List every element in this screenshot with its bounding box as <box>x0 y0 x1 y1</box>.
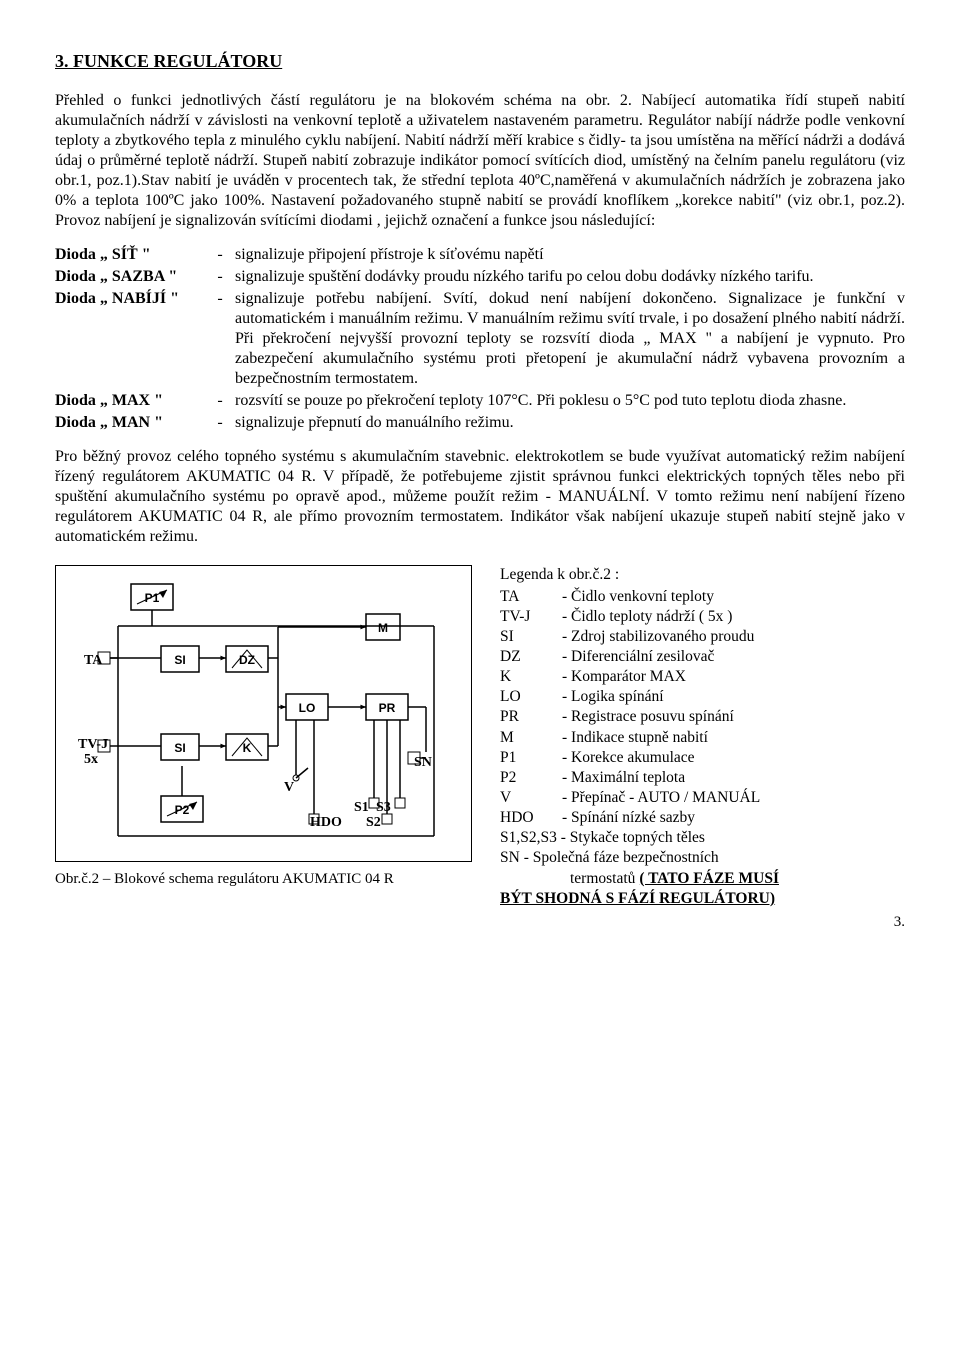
legend-key: LO <box>500 687 562 707</box>
svg-text:LO: LO <box>299 701 316 715</box>
diode-desc: signalizuje potřebu nabíjení. Svítí, dok… <box>235 289 905 389</box>
legend-key: M <box>500 728 562 748</box>
paragraph-2: Pro běžný provoz celého topného systému … <box>55 447 905 547</box>
legend-value: - Čidlo teploty nádrží ( 5x ) <box>562 607 905 627</box>
diode-definitions: Dioda „ SÍŤ " - signalizuje připojení př… <box>55 245 905 433</box>
svg-text:M: M <box>378 621 388 635</box>
legend-row: DZ- Diferenciální zesilovač <box>500 647 905 667</box>
diode-desc: rozsvítí se pouze po překročení teploty … <box>235 391 905 411</box>
legend-tail: BÝT SHODNÁ S FÁZÍ REGULÁTORU) <box>500 889 905 909</box>
diode-row: Dioda „ MAN " - signalizuje přepnutí do … <box>55 413 905 433</box>
diagram-column: P1 SI DZ M LO PR SI K P2 TA TV-J5x V HDO S1 S3S2 SN Obr… <box>55 565 472 889</box>
diode-name: Dioda „ SÍŤ " <box>55 245 205 265</box>
legend-value: - Registrace posuvu spínání <box>562 707 905 727</box>
svg-text:SI: SI <box>174 741 185 755</box>
legend-tail: termostatů ( TATO FÁZE MUSÍ <box>500 869 905 889</box>
legend-key: K <box>500 667 562 687</box>
svg-text:SN: SN <box>414 755 432 770</box>
section-heading: 3. FUNKCE REGULÁTORU <box>55 50 905 73</box>
svg-text:V: V <box>284 780 294 795</box>
paragraph-1: Přehled o funkci jednotlivých částí regu… <box>55 91 905 231</box>
legend-key: SI <box>500 627 562 647</box>
diode-desc: signalizuje připojení přístroje k síťové… <box>235 245 905 265</box>
diode-row: Dioda „ SAZBA " - signalizuje spuštění d… <box>55 267 905 287</box>
diode-row: Dioda „ SÍŤ " - signalizuje připojení př… <box>55 245 905 265</box>
legend-key: DZ <box>500 647 562 667</box>
legend-key: P2 <box>500 768 562 788</box>
legend-value: - Maximální teplota <box>562 768 905 788</box>
dash: - <box>205 413 235 433</box>
svg-text:TV-J: TV-J <box>78 737 108 752</box>
legend-key: P1 <box>500 748 562 768</box>
legend-row: PR- Registrace posuvu spínání <box>500 707 905 727</box>
diode-name: Dioda „ SAZBA " <box>55 267 205 287</box>
diode-row: Dioda „ NABÍJÍ " - signalizuje potřebu n… <box>55 289 905 389</box>
page-number: 3. <box>500 913 905 933</box>
legend-row: TA- Čidlo venkovní teploty <box>500 587 905 607</box>
legend-value: - Přepínač - AUTO / MANUÁL <box>562 788 905 808</box>
svg-text:P1: P1 <box>145 591 160 605</box>
legend-row: P2- Maximální teplota <box>500 768 905 788</box>
legend-key: TV-J <box>500 607 562 627</box>
legend-row: HDO- Spínání nízké sazby <box>500 808 905 828</box>
bottom-section: P1SIDZMLOPRSIKP2TATV-J5xVHDOS1S3S2SN Obr… <box>55 565 905 933</box>
legend-title: Legenda k obr.č.2 : <box>500 565 905 585</box>
legend-value: - Čidlo venkovní teploty <box>562 587 905 607</box>
svg-text:HDO: HDO <box>310 815 342 830</box>
legend-value: - Komparátor MAX <box>562 667 905 687</box>
svg-text:SI: SI <box>174 653 185 667</box>
legend-value: - Zdroj stabilizovaného proudu <box>562 627 905 647</box>
svg-text:TA: TA <box>84 653 103 668</box>
legend-key: TA <box>500 587 562 607</box>
svg-text:5x: 5x <box>84 752 98 767</box>
diode-name: Dioda „ NABÍJÍ " <box>55 289 205 309</box>
legend-underline: termostatů ( TATO FÁZE MUSÍ <box>570 870 779 887</box>
dash: - <box>205 267 235 287</box>
legend-underline: BÝT SHODNÁ S FÁZÍ REGULÁTORU) <box>500 890 775 907</box>
legend-row: S1,S2,S3 - Stykače topných těles <box>500 828 905 848</box>
svg-text:S2: S2 <box>366 815 381 830</box>
svg-text:PR: PR <box>379 701 396 715</box>
diode-desc: signalizuje spuštění dodávky proudu nízk… <box>235 267 905 287</box>
legend-row: P1- Korekce akumulace <box>500 748 905 768</box>
legend-value: - Logika spínání <box>562 687 905 707</box>
svg-text:S1: S1 <box>354 800 369 815</box>
dash: - <box>205 289 235 309</box>
dash: - <box>205 391 235 411</box>
legend-key: PR <box>500 707 562 727</box>
diode-name: Dioda „ MAX " <box>55 391 205 411</box>
svg-text:K: K <box>243 741 252 755</box>
legend-row: K- Komparátor MAX <box>500 667 905 687</box>
legend-row: LO- Logika spínání <box>500 687 905 707</box>
legend-row: V- Přepínač - AUTO / MANUÁL <box>500 788 905 808</box>
legend-column: Legenda k obr.č.2 : TA- Čidlo venkovní t… <box>500 565 905 933</box>
diagram-caption: Obr.č.2 – Blokové schema regulátoru AKUM… <box>55 870 472 889</box>
svg-text:DZ: DZ <box>239 653 255 667</box>
legend-row: TV-J- Čidlo teploty nádrží ( 5x ) <box>500 607 905 627</box>
legend-value: - Korekce akumulace <box>562 748 905 768</box>
diode-desc: signalizuje přepnutí do manuálního režim… <box>235 413 905 433</box>
diode-name: Dioda „ MAN " <box>55 413 205 433</box>
dash: - <box>205 245 235 265</box>
block-diagram: P1 SI DZ M LO PR SI K P2 TA TV-J5x V HDO S1 S3S2 SN <box>55 565 472 862</box>
legend-row: SN - Společná fáze bezpečnostních <box>500 848 905 868</box>
legend-value: - Diferenciální zesilovač <box>562 647 905 667</box>
svg-text:S3: S3 <box>376 800 391 815</box>
legend-value: - Spínání nízké sazby <box>562 808 905 828</box>
diode-row: Dioda „ MAX " - rozsvítí se pouze po pře… <box>55 391 905 411</box>
legend-key: HDO <box>500 808 562 828</box>
legend-row: SI- Zdroj stabilizovaného proudu <box>500 627 905 647</box>
legend-text: S1,S2,S3 - Stykače topných těles <box>500 828 705 848</box>
legend-key: V <box>500 788 562 808</box>
legend-row: M- Indikace stupně nabití <box>500 728 905 748</box>
legend-value: - Indikace stupně nabití <box>562 728 905 748</box>
svg-text:P2: P2 <box>175 803 190 817</box>
